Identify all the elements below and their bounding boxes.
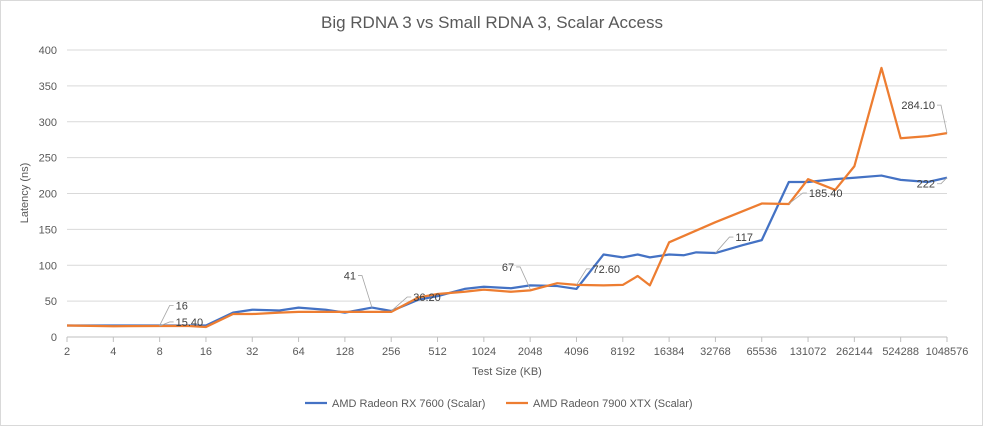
- x-tick-label: 16384: [654, 346, 685, 358]
- y-tick-label: 50: [45, 296, 57, 308]
- x-tick-label: 64: [292, 346, 304, 358]
- y-tick-label: 300: [39, 117, 57, 129]
- x-tick-label: 131072: [790, 346, 827, 358]
- y-tick-label: 350: [39, 81, 57, 93]
- x-axis-title: Test Size (KB): [472, 366, 542, 378]
- legend-label-1: AMD Radeon RX 7600 (Scalar): [332, 398, 485, 410]
- legend: AMD Radeon RX 7600 (Scalar) AMD Radeon 79…: [305, 398, 693, 410]
- data-label: 15.40: [176, 317, 204, 329]
- chart-title: Big RDNA 3 vs Small RDNA 3, Scalar Acces…: [321, 13, 663, 32]
- annotation-leader-line: [937, 105, 947, 133]
- x-tick-label: 65536: [746, 346, 777, 358]
- x-tick-label: 4096: [564, 346, 588, 358]
- legend-label-2: AMD Radeon 7900 XTX (Scalar): [533, 398, 693, 410]
- x-tick-label: 524288: [882, 346, 919, 358]
- x-tick-label: 32768: [700, 346, 731, 358]
- annotation-leader-line: [789, 193, 807, 204]
- data-label: 284.10: [901, 100, 935, 112]
- data-label: 67: [502, 262, 514, 274]
- x-tick-label: 1048576: [926, 346, 969, 358]
- y-axis-ticks: 0 50 100 150 200 250 300 350 400: [39, 45, 57, 344]
- data-annotations: 16 15.40 41 36.20 67 72.60 117 185.40 284.10 222: [160, 100, 947, 329]
- data-label: 185.40: [809, 188, 843, 200]
- annotation-leader-line: [358, 276, 372, 308]
- x-tick-label: 262144: [836, 346, 873, 358]
- x-axis-ticks: 2 4 8 16 32 64 128 256 512 1024 2048 4096 8192 16384 3…: [64, 337, 968, 358]
- y-tick-label: 150: [39, 224, 57, 236]
- x-tick-label: 32: [246, 346, 258, 358]
- data-label: 36.20: [413, 292, 441, 304]
- y-tick-label: 0: [51, 332, 57, 344]
- annotation-leader-line: [576, 269, 590, 285]
- x-tick-label: 2048: [518, 346, 542, 358]
- y-tick-label: 250: [39, 153, 57, 165]
- x-tick-label: 128: [336, 346, 354, 358]
- x-tick-label: 16: [200, 346, 212, 358]
- data-label: 41: [344, 271, 356, 283]
- data-label: 16: [176, 301, 188, 313]
- x-tick-label: 2: [64, 346, 70, 358]
- y-tick-label: 200: [39, 189, 57, 201]
- data-label: 72.60: [592, 264, 620, 276]
- annotation-leader-line: [160, 306, 174, 326]
- y-axis-title: Latency (ns): [19, 163, 31, 224]
- x-tick-label: 256: [382, 346, 400, 358]
- x-tick-label: 1024: [472, 346, 496, 358]
- data-label: 117: [735, 232, 753, 244]
- y-tick-label: 100: [39, 260, 57, 272]
- data-label: 222: [917, 179, 935, 191]
- x-tick-label: 8: [157, 346, 163, 358]
- x-tick-label: 8192: [611, 346, 635, 358]
- x-tick-label: 512: [428, 346, 446, 358]
- x-tick-label: 4: [110, 346, 116, 358]
- y-tick-label: 400: [39, 45, 57, 57]
